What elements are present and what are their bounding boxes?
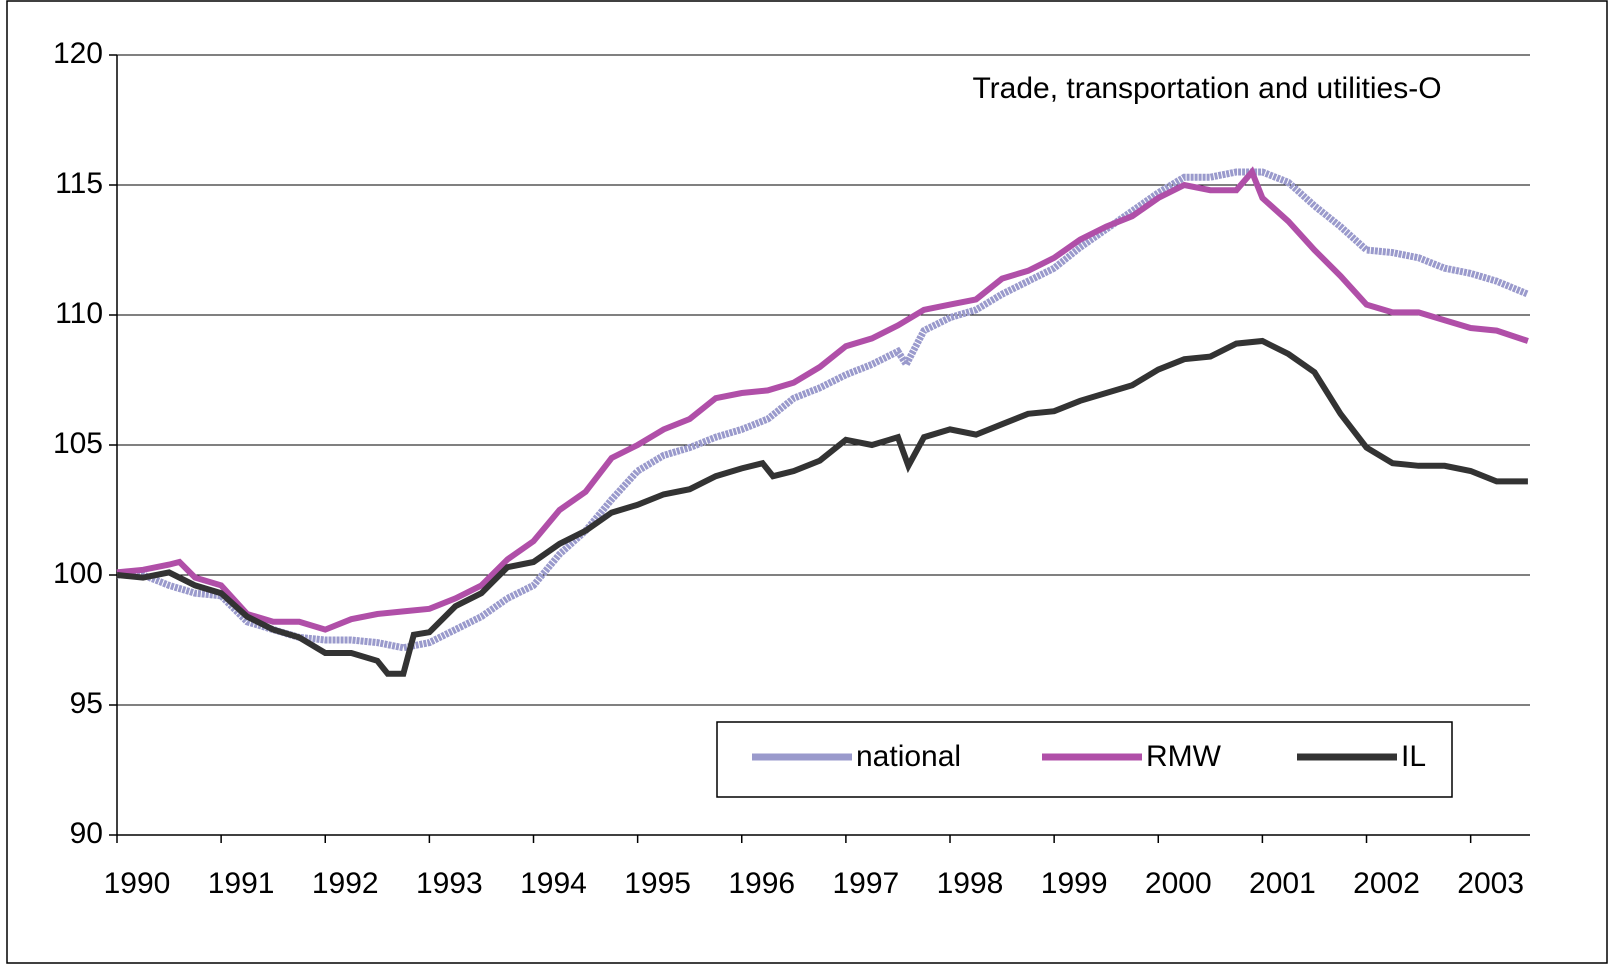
y-tick-label: 105 — [53, 427, 103, 460]
x-tick-label: 1993 — [416, 867, 483, 900]
x-tick-label: 1990 — [104, 867, 171, 900]
x-tick-label: 1998 — [937, 867, 1004, 900]
plot-lines — [116, 166, 1530, 677]
frame — [6, 0, 1608, 964]
y-tick-label: 120 — [53, 37, 103, 70]
y-tick-label: 110 — [55, 297, 103, 330]
x-tick-label: 2002 — [1353, 867, 1420, 900]
x-tick-label: 2000 — [1145, 867, 1212, 900]
legend-label: national — [856, 740, 961, 773]
legend-label: RMW — [1146, 740, 1222, 773]
legend: national RMW IL — [716, 721, 1453, 798]
x-tick-label: 2003 — [1457, 867, 1524, 900]
series-line — [117, 168, 1530, 652]
x-tick-label: 1995 — [624, 867, 691, 900]
x-tick-label: 1997 — [833, 867, 900, 900]
x-tick-label: 1996 — [728, 867, 795, 900]
x-tick-label: 1992 — [312, 867, 379, 900]
legend-label: IL — [1401, 740, 1426, 773]
x-tick-label: 1999 — [1041, 867, 1108, 900]
y-tick-label: 90 — [70, 817, 103, 850]
x-tick-label: 1994 — [520, 867, 587, 900]
x-tick-label: 2001 — [1249, 867, 1316, 900]
series-line — [116, 337, 1528, 677]
y-tick-label: 100 — [53, 557, 103, 590]
y-tick-label: 115 — [55, 167, 103, 200]
series-line — [116, 166, 1529, 633]
y-tick-label: 95 — [70, 687, 103, 720]
chart-title: Trade, transportation and utilities-O — [972, 72, 1441, 105]
x-tick-label: 1991 — [208, 867, 275, 900]
